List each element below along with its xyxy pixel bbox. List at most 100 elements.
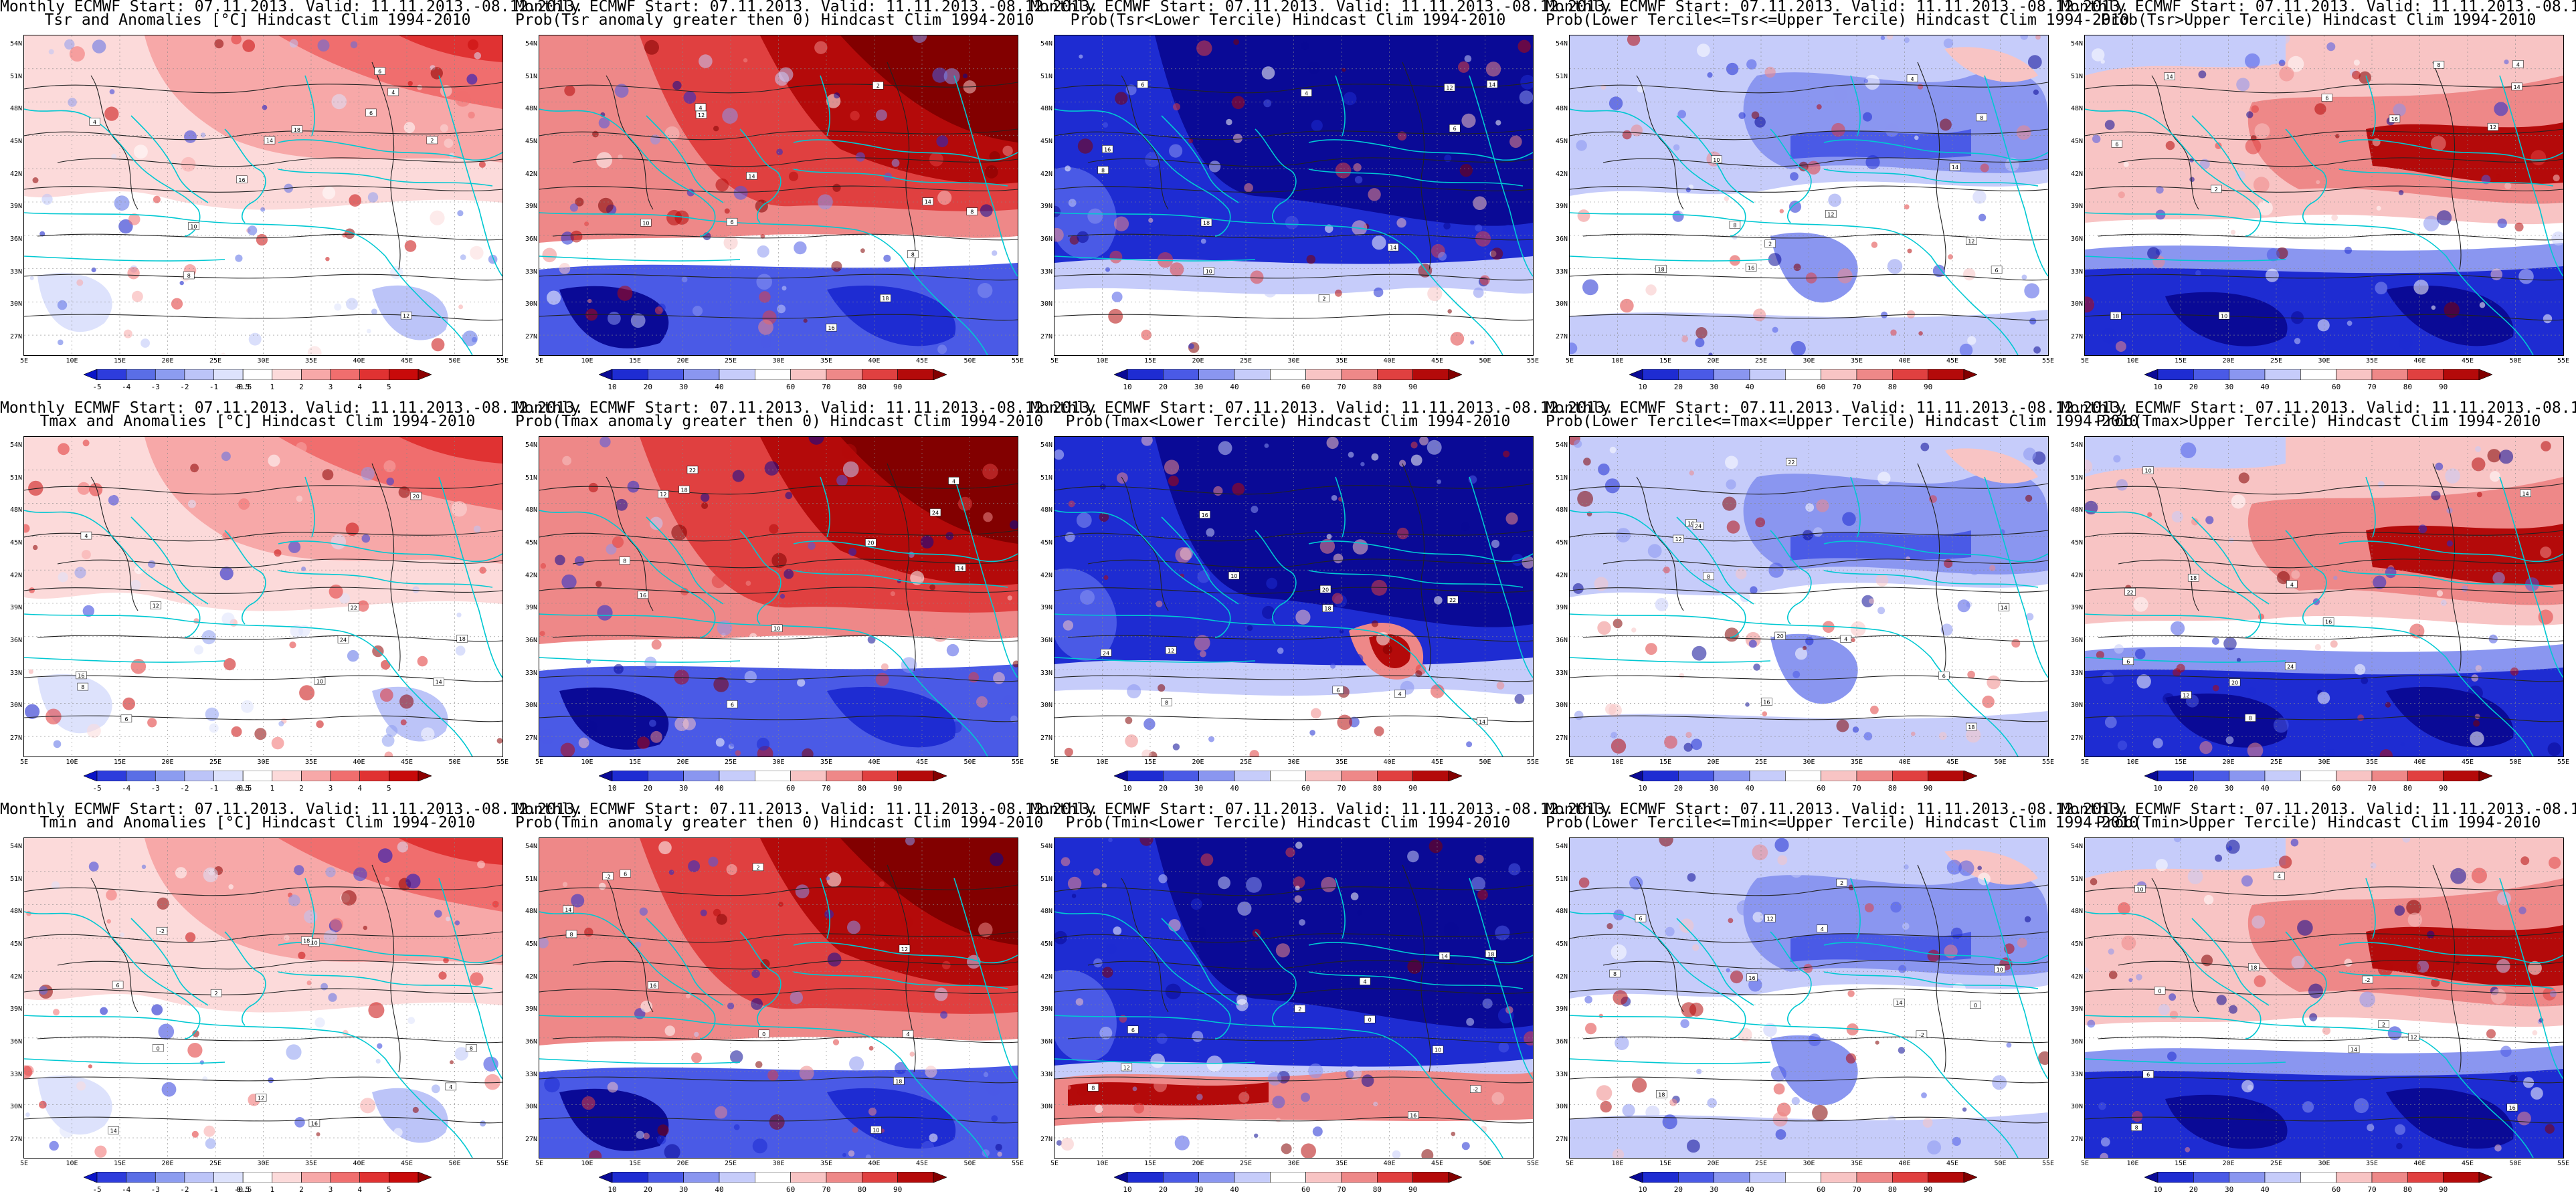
coastline bbox=[2446, 657, 2534, 757]
contour-label: 10 bbox=[1432, 1045, 1444, 1054]
noise-blob bbox=[271, 736, 284, 750]
noise-blob bbox=[1582, 279, 1598, 296]
noise-blob bbox=[672, 643, 684, 656]
noise-blob bbox=[2514, 222, 2524, 231]
svg-text:20: 20 bbox=[2231, 680, 2238, 686]
contour-label: 18 bbox=[300, 936, 312, 944]
longitude-label: 20E bbox=[1707, 357, 1720, 365]
shaded-region bbox=[1790, 530, 1971, 561]
colorbar-swatch bbox=[2407, 771, 2444, 781]
coastline bbox=[1823, 139, 2048, 161]
noise-blob bbox=[1077, 231, 1089, 243]
noise-blob bbox=[1803, 964, 1813, 973]
noise-blob bbox=[978, 922, 993, 937]
noise-blob bbox=[1200, 238, 1206, 244]
temperature-contour bbox=[90, 75, 139, 210]
coastline bbox=[2085, 108, 2262, 237]
coastline bbox=[438, 878, 502, 1080]
svg-text:10: 10 bbox=[1230, 573, 1237, 579]
colorbar-label: 20 bbox=[1673, 383, 1683, 391]
temperature-contour bbox=[24, 1116, 502, 1124]
coastline bbox=[2285, 931, 2327, 1026]
noise-blob bbox=[2134, 648, 2146, 660]
noise-blob bbox=[1605, 703, 1617, 715]
noise-blob bbox=[711, 574, 726, 589]
noise-blob bbox=[2431, 305, 2436, 310]
longitude-label: 55E bbox=[1526, 1160, 1540, 1167]
longitude-label: 15E bbox=[113, 759, 126, 766]
colorbar-swatch bbox=[1270, 1172, 1306, 1183]
svg-text:12: 12 bbox=[660, 492, 666, 498]
noise-blob bbox=[278, 721, 284, 726]
noise-blob bbox=[383, 460, 396, 473]
colorbar-label: 30 bbox=[1194, 1185, 1204, 1194]
noise-blob bbox=[1064, 747, 1073, 757]
noise-blob bbox=[1285, 215, 1299, 229]
longitude-label: 20E bbox=[676, 759, 689, 766]
panel-title-line1: Monthly ECMWF Start: 07.11.2013. Valid: … bbox=[0, 801, 584, 818]
colorbar-right-arrow bbox=[1963, 369, 1977, 380]
noise-blob bbox=[26, 910, 31, 916]
latitude-label: 36N bbox=[1555, 637, 1568, 644]
noise-blob bbox=[912, 35, 927, 43]
colorbar-swatch bbox=[1198, 369, 1235, 380]
temperature-contour bbox=[1121, 75, 1169, 210]
colorbar-label: 90 bbox=[1924, 383, 1933, 391]
colorbar-label: -4 bbox=[122, 784, 131, 793]
noise-blob bbox=[268, 454, 280, 467]
noise-blob bbox=[483, 1056, 498, 1072]
noise-blob bbox=[1232, 133, 1243, 143]
noise-blob bbox=[2266, 60, 2272, 66]
latitude-label: 48N bbox=[9, 105, 22, 113]
longitude-label: 45E bbox=[400, 357, 413, 365]
colorbar-label: 70 bbox=[2367, 383, 2377, 391]
colorbar-swatch bbox=[1412, 771, 1449, 781]
noise-blob bbox=[2418, 524, 2427, 534]
noise-blob bbox=[2253, 177, 2270, 193]
colorbar-swatch bbox=[1678, 369, 1714, 380]
noise-blob bbox=[2169, 1011, 2179, 1019]
longitude-label: 30E bbox=[2318, 759, 2330, 766]
colorbar-label: 10 bbox=[1123, 383, 1132, 391]
noise-blob bbox=[1154, 1078, 1167, 1092]
noise-blob bbox=[2317, 692, 2330, 704]
panel-title: Monthly ECMWF Start: 07.11.2013. Valid: … bbox=[1546, 0, 2129, 28]
latitude-label: 51N bbox=[1040, 474, 1052, 482]
contour-label: 6 bbox=[365, 108, 377, 117]
colorbar-swatch bbox=[1305, 1172, 1342, 1183]
contour-label: 22 bbox=[1786, 458, 1797, 466]
noise-blob bbox=[1948, 254, 1953, 260]
noise-blob bbox=[2547, 742, 2561, 757]
colorbar-label: 10 bbox=[1123, 1185, 1132, 1194]
noise-blob bbox=[1900, 1088, 1906, 1093]
noise-blob bbox=[865, 1155, 871, 1158]
contour-label: 16 bbox=[2506, 1103, 2518, 1112]
temperature-contour bbox=[2085, 483, 2563, 495]
noise-blob bbox=[1419, 437, 1429, 445]
noise-blob bbox=[1075, 998, 1084, 1006]
colorbar-swatch bbox=[1749, 1172, 1786, 1183]
coastline bbox=[1335, 476, 1346, 538]
latitude-label: 27N bbox=[1040, 333, 1052, 340]
noise-blob bbox=[1706, 634, 1720, 647]
noise-blob bbox=[562, 882, 568, 887]
noise-blob bbox=[2541, 441, 2551, 452]
noise-blob bbox=[2225, 736, 2234, 744]
noise-blob bbox=[1772, 1112, 1788, 1127]
noise-blob bbox=[1938, 732, 1947, 740]
noise-blob bbox=[2147, 247, 2160, 260]
svg-text:18: 18 bbox=[303, 938, 310, 944]
noise-blob bbox=[624, 614, 634, 624]
latitude-label: 42N bbox=[1555, 571, 1568, 579]
noise-blob bbox=[1444, 155, 1452, 163]
colorbar-swatch bbox=[1234, 1172, 1271, 1183]
noise-blob bbox=[1847, 990, 1855, 997]
contour-label: 10 bbox=[640, 219, 652, 227]
noise-blob bbox=[1335, 289, 1342, 297]
coastline bbox=[1161, 115, 1239, 203]
coastline bbox=[793, 169, 1008, 187]
longitude-label: 15E bbox=[628, 357, 642, 365]
colorbar-label: 60 bbox=[1301, 784, 1311, 793]
svg-text:24: 24 bbox=[932, 510, 939, 516]
